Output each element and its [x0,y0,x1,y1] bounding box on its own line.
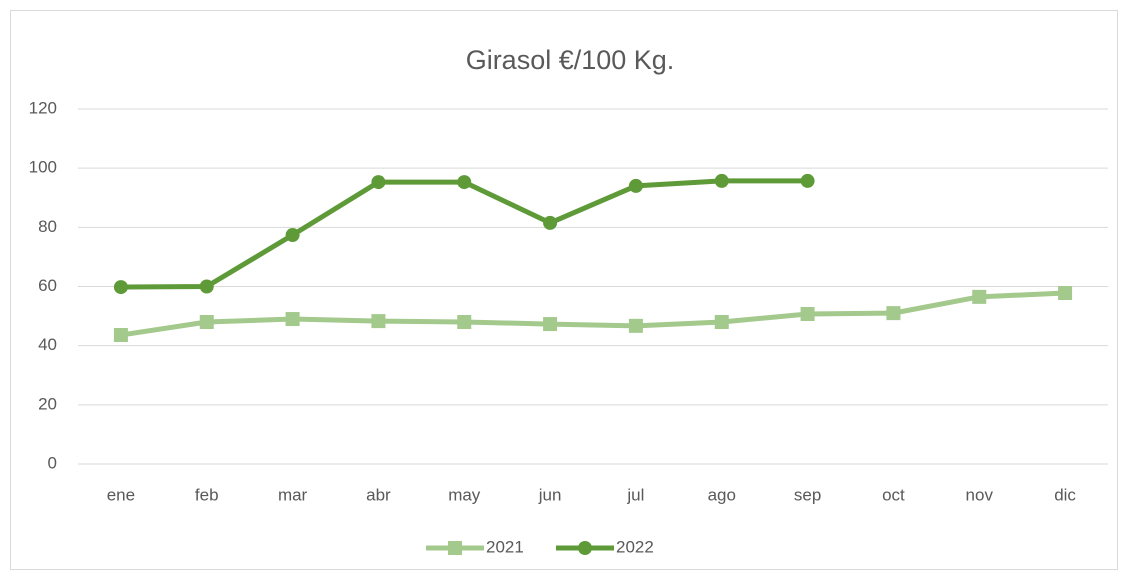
marker [714,173,729,188]
y-tick-label: 80 [38,217,57,236]
marker [543,317,558,332]
series-line [120,290,1066,338]
x-tick-label: ago [708,485,736,504]
marker [457,175,472,190]
legend-label: 2021 [486,537,524,556]
marker [113,328,128,343]
marker [800,307,815,322]
x-tick-label: ene [107,485,135,504]
x-tick-label: oct [882,485,905,504]
marker [371,175,386,190]
y-tick-label: 60 [38,276,57,295]
y-tick-label: 100 [29,158,57,177]
x-tick-label: nov [966,485,994,504]
chart-title: Girasol €/100 Kg. [466,45,675,75]
y-tick-label: 40 [38,335,57,354]
x-tick-label: may [448,485,481,504]
marker [1058,286,1073,301]
marker [800,173,815,188]
x-tick-label: mar [278,485,308,504]
legend-marker [448,541,462,555]
y-tick-label: 20 [38,394,57,413]
marker [628,318,643,333]
y-tick-label: 0 [48,453,57,472]
legend-label: 2022 [616,537,654,556]
legend-marker [578,541,592,555]
marker [457,315,472,329]
marker [714,315,729,329]
marker [199,279,214,294]
x-tick-label: abr [366,485,391,504]
marker [199,315,214,329]
x-tick-label: jun [538,485,562,504]
marker [285,312,300,327]
marker [543,215,558,230]
chart-border [10,10,1118,570]
x-tick-label: feb [195,485,219,504]
marker [628,178,643,193]
marker [886,306,901,321]
marker [285,228,300,243]
y-tick-label: 120 [29,98,57,117]
x-tick-label: dic [1054,485,1076,504]
x-tick-label: jul [626,485,644,504]
marker [113,280,128,295]
x-tick-label: sep [794,485,821,504]
marker [972,289,987,304]
marker [371,314,386,329]
